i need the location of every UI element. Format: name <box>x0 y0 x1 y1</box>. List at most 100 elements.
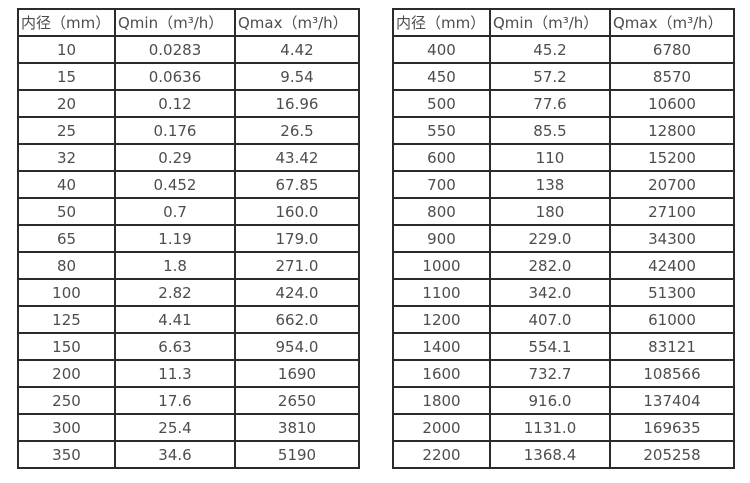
table-row: 200 11.3 1690 <box>17 359 360 388</box>
table-row: 15 0.0636 9.54 <box>17 62 360 91</box>
table-cell: 25 <box>17 116 116 145</box>
table-cell: 2200 <box>392 440 491 469</box>
table-cell: 8570 <box>609 62 735 91</box>
table-row: 350 34.6 5190 <box>17 440 360 469</box>
table-cell: 17.6 <box>114 386 236 415</box>
table-cell: 160.0 <box>234 197 360 226</box>
table-row: 125 4.41 662.0 <box>17 305 360 334</box>
table-cell: 1368.4 <box>489 440 611 469</box>
table-cell: 2000 <box>392 413 491 442</box>
table-row: 2200 1368.4 205258 <box>392 440 735 469</box>
table-cell: 57.2 <box>489 62 611 91</box>
table-cell: 2.82 <box>114 278 236 307</box>
table-cell: 954.0 <box>234 332 360 361</box>
table-cell: 137404 <box>609 386 735 415</box>
table-cell: 800 <box>392 197 491 226</box>
table-cell: 138 <box>489 170 611 199</box>
table-row: 65 1.19 179.0 <box>17 224 360 253</box>
table-row: 80 1.8 271.0 <box>17 251 360 280</box>
table-cell: 4.41 <box>114 305 236 334</box>
table-row: 1000 282.0 42400 <box>392 251 735 280</box>
table-cell: 0.29 <box>114 143 236 172</box>
table-row: 150 6.63 954.0 <box>17 332 360 361</box>
table-row: 250 17.6 2650 <box>17 386 360 415</box>
table-cell: 1.19 <box>114 224 236 253</box>
table-cell: 20 <box>17 89 116 118</box>
table-cell: 150 <box>17 332 116 361</box>
table-row: 32 0.29 43.42 <box>17 143 360 172</box>
table-cell: 80 <box>17 251 116 280</box>
table-cell: 26.5 <box>234 116 360 145</box>
table-cell: 83121 <box>609 332 735 361</box>
table-cell: 100 <box>17 278 116 307</box>
table-cell: 282.0 <box>489 251 611 280</box>
table-cell: 6.63 <box>114 332 236 361</box>
table-cell: 180 <box>489 197 611 226</box>
table-row: 800 180 27100 <box>392 197 735 226</box>
table-cell: 205258 <box>609 440 735 469</box>
table-cell: 1800 <box>392 386 491 415</box>
table-cell: 450 <box>392 62 491 91</box>
table-cell: 400 <box>392 35 491 64</box>
table-cell: 550 <box>392 116 491 145</box>
table-cell: 34.6 <box>114 440 236 469</box>
table-row: 450 57.2 8570 <box>392 62 735 91</box>
table-cell: 40 <box>17 170 116 199</box>
table-cell: 1100 <box>392 278 491 307</box>
table-cell: 15 <box>17 62 116 91</box>
table-row: 900 229.0 34300 <box>392 224 735 253</box>
table-cell: 900 <box>392 224 491 253</box>
table-cell: 662.0 <box>234 305 360 334</box>
table-cell: 350 <box>17 440 116 469</box>
table-cell: 0.176 <box>114 116 236 145</box>
table-cell: 250 <box>17 386 116 415</box>
table-row: 40 0.452 67.85 <box>17 170 360 199</box>
table-cell: 500 <box>392 89 491 118</box>
table-row: 500 77.6 10600 <box>392 89 735 118</box>
table-row: 1100 342.0 51300 <box>392 278 735 307</box>
table-cell: 424.0 <box>234 278 360 307</box>
table-cell: 600 <box>392 143 491 172</box>
table-row: 25 0.176 26.5 <box>17 116 360 145</box>
table-row: 10 0.0283 4.42 <box>17 35 360 64</box>
table-cell: 10600 <box>609 89 735 118</box>
flow-table-small-diameters: 内径（mm） Qmin（m³/h） Qmax（m³/h） 10 0.0283 4.4… <box>17 8 360 469</box>
table-cell: 5190 <box>234 440 360 469</box>
table-cell: 0.452 <box>114 170 236 199</box>
table-cell: 1131.0 <box>489 413 611 442</box>
table-cell: 3810 <box>234 413 360 442</box>
column-header-qmin: Qmin（m³/h） <box>114 8 236 37</box>
table-cell: 1690 <box>234 359 360 388</box>
table-cell: 10 <box>17 35 116 64</box>
column-header-qmax: Qmax（m³/h） <box>609 8 735 37</box>
table-row: 1600 732.7 108566 <box>392 359 735 388</box>
column-header-qmin: Qmin（m³/h） <box>489 8 611 37</box>
table-cell: 2650 <box>234 386 360 415</box>
table-cell: 342.0 <box>489 278 611 307</box>
table-cell: 0.0636 <box>114 62 236 91</box>
table-cell: 108566 <box>609 359 735 388</box>
table-cell: 6780 <box>609 35 735 64</box>
table-cell: 916.0 <box>489 386 611 415</box>
table-cell: 169635 <box>609 413 735 442</box>
flow-table-large-diameters: 内径（mm） Qmin（m³/h） Qmax（m³/h） 400 45.2 6780… <box>392 8 735 469</box>
table-row: 1200 407.0 61000 <box>392 305 735 334</box>
table-cell: 200 <box>17 359 116 388</box>
table-row: 700 138 20700 <box>392 170 735 199</box>
table-cell: 0.0283 <box>114 35 236 64</box>
table-cell: 4.42 <box>234 35 360 64</box>
table-row: 600 110 15200 <box>392 143 735 172</box>
table-cell: 25.4 <box>114 413 236 442</box>
table-cell: 51300 <box>609 278 735 307</box>
table-cell: 12800 <box>609 116 735 145</box>
table-row: 20 0.12 16.96 <box>17 89 360 118</box>
table-cell: 0.7 <box>114 197 236 226</box>
column-header-diameter: 内径（mm） <box>17 8 116 37</box>
table-row: 2000 1131.0 169635 <box>392 413 735 442</box>
table-cell: 65 <box>17 224 116 253</box>
table-cell: 34300 <box>609 224 735 253</box>
table-cell: 20700 <box>609 170 735 199</box>
table-cell: 229.0 <box>489 224 611 253</box>
table-cell: 45.2 <box>489 35 611 64</box>
